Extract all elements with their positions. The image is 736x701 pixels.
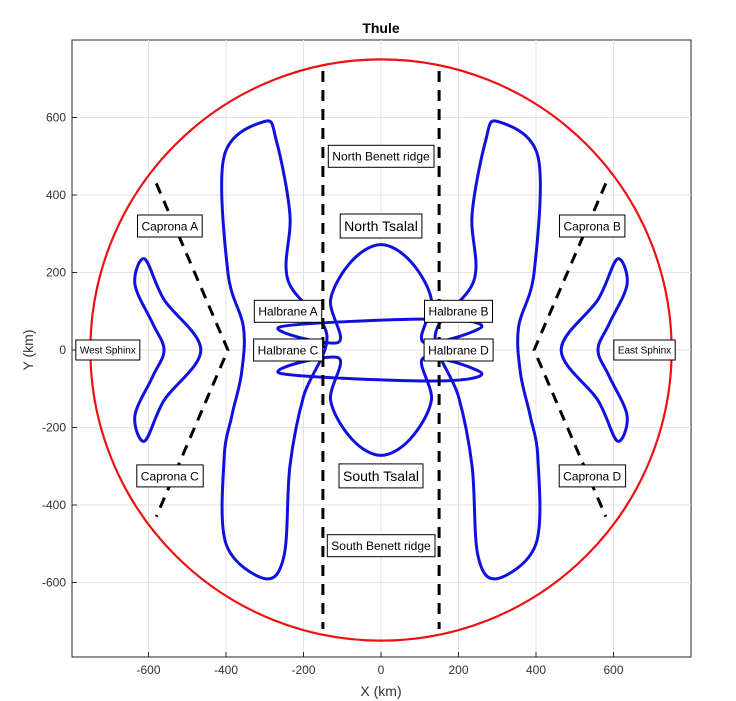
- ridge-line: [532, 182, 608, 518]
- label-box: [339, 213, 423, 239]
- region-label: East Sphinx: [613, 339, 676, 361]
- contour-line: [433, 119, 542, 581]
- region-label: Halbrane C: [253, 338, 324, 362]
- region-label: Caprona B: [559, 214, 626, 238]
- region-label: Caprona C: [136, 464, 204, 488]
- contour-line: [220, 119, 329, 581]
- label-text: Caprona D: [563, 469, 621, 483]
- label-box: [327, 144, 435, 168]
- label-text: North Benett ridge: [332, 150, 430, 164]
- label-box: [558, 464, 627, 488]
- label-text: South Tsalal: [343, 468, 419, 484]
- region-label: North Benett ridge: [327, 144, 435, 168]
- label-text: Halbrane C: [258, 343, 319, 357]
- x-tick-label: 600: [603, 663, 623, 677]
- chart-title: Thule: [362, 20, 400, 36]
- label-box: [613, 339, 676, 361]
- x-tick-label: 400: [526, 663, 546, 677]
- label-text: Caprona B: [564, 219, 621, 233]
- contour-line: [276, 355, 484, 457]
- label-box: [136, 464, 204, 488]
- contour-line: [559, 257, 629, 443]
- y-tick-label: -600: [42, 576, 66, 590]
- ridge-line: [154, 182, 230, 518]
- y-tick-label: -200: [42, 421, 66, 435]
- label-box: [137, 214, 203, 238]
- x-tick-label: -600: [136, 663, 160, 677]
- tick-labels: -600 -400 -200 0 200 400 600 -600 -400 -200 0 200 40…: [42, 111, 624, 678]
- label-text: East Sphinx: [618, 346, 671, 357]
- region-label: Caprona D: [558, 464, 627, 488]
- label-text: West Sphinx: [80, 346, 136, 357]
- y-tick-label: 0: [59, 343, 66, 357]
- label-box: [423, 338, 494, 362]
- label-box: [326, 534, 436, 558]
- label-text: Caprona C: [141, 469, 199, 483]
- region-label: Caprona A: [137, 214, 203, 238]
- x-tick-label: 0: [378, 663, 385, 677]
- region-label: Halbrane D: [423, 338, 494, 362]
- region-labels: North Benett ridge North Tsalal Caprona A C…: [75, 144, 676, 558]
- x-tick-label: -200: [291, 663, 315, 677]
- region-label: West Sphinx: [75, 339, 141, 361]
- region-label: South Benett ridge: [326, 534, 436, 558]
- label-text: Halbrane D: [428, 343, 489, 357]
- contour-line: [133, 257, 203, 443]
- y-tick-label: 400: [46, 188, 66, 202]
- x-tick-label: -400: [214, 663, 238, 677]
- y-tick-label: 600: [46, 111, 66, 125]
- y-tick-label: -400: [42, 498, 66, 512]
- label-text: Halbrane A: [258, 305, 317, 319]
- x-axis-label: X (km): [360, 683, 401, 699]
- label-box: [253, 338, 324, 362]
- label-box: [424, 299, 493, 323]
- label-text: Halbrane B: [428, 305, 488, 319]
- y-axis-label: Y (km): [20, 330, 36, 371]
- region-label: Halbrane B: [424, 299, 493, 323]
- label-box: [75, 339, 141, 361]
- region-label: North Tsalal: [339, 213, 423, 239]
- label-text: South Benett ridge: [331, 539, 431, 553]
- region-label: Halbrane A: [253, 299, 323, 323]
- label-text: North Tsalal: [344, 218, 418, 234]
- x-tick-label: 200: [448, 663, 468, 677]
- label-box: [559, 214, 626, 238]
- region-label: South Tsalal: [338, 463, 424, 489]
- label-text: Caprona A: [141, 219, 198, 233]
- y-tick-label: 200: [46, 266, 66, 280]
- label-box: [338, 463, 424, 489]
- label-box: [253, 299, 323, 323]
